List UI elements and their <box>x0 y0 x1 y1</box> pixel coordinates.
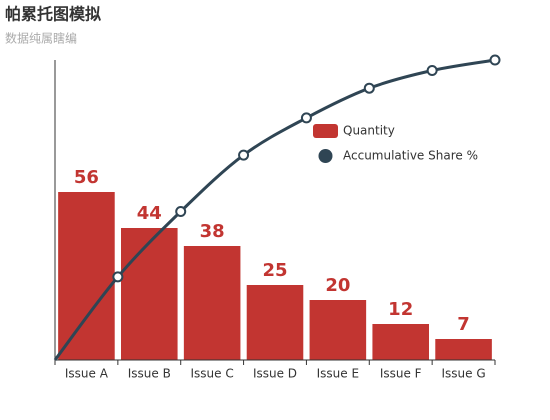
value-label: 12 <box>388 299 413 320</box>
legend-swatch <box>313 124 338 138</box>
chart-subtitle: 数据纯属瞎编 <box>5 31 77 46</box>
bar <box>309 300 367 360</box>
line-point <box>238 149 250 161</box>
legend-label: Quantity <box>343 124 395 138</box>
bar <box>121 228 178 360</box>
legend-swatch <box>318 149 333 163</box>
x-tick-label: Issue E <box>317 367 359 381</box>
x-tick-label: Issue G <box>441 367 485 381</box>
line-point <box>363 82 375 94</box>
bar <box>183 246 241 360</box>
x-tick-label: Issue C <box>191 367 234 381</box>
value-label: 25 <box>262 260 287 281</box>
x-tick-label: Issue B <box>128 367 171 381</box>
value-label: 56 <box>74 167 99 188</box>
x-tick-label: Issue D <box>253 367 297 381</box>
chart-title: 帕累托图模拟 <box>5 5 101 24</box>
line-point <box>175 206 187 217</box>
value-label: 44 <box>137 203 162 224</box>
bar <box>435 339 492 360</box>
value-label: 38 <box>200 221 225 242</box>
line-lead-in <box>53 275 120 361</box>
x-tick-label: Issue A <box>65 367 109 381</box>
bar <box>58 192 115 360</box>
bar <box>372 324 429 360</box>
x-tick-label: Issue F <box>380 367 422 381</box>
value-label: 20 <box>325 275 350 296</box>
value-label: 7 <box>457 314 470 335</box>
line-point <box>112 271 124 283</box>
line-point <box>489 54 501 66</box>
line-point <box>300 112 312 124</box>
line-point <box>426 65 438 76</box>
legend-label: Accumulative Share % <box>343 149 478 163</box>
bar <box>246 285 304 360</box>
